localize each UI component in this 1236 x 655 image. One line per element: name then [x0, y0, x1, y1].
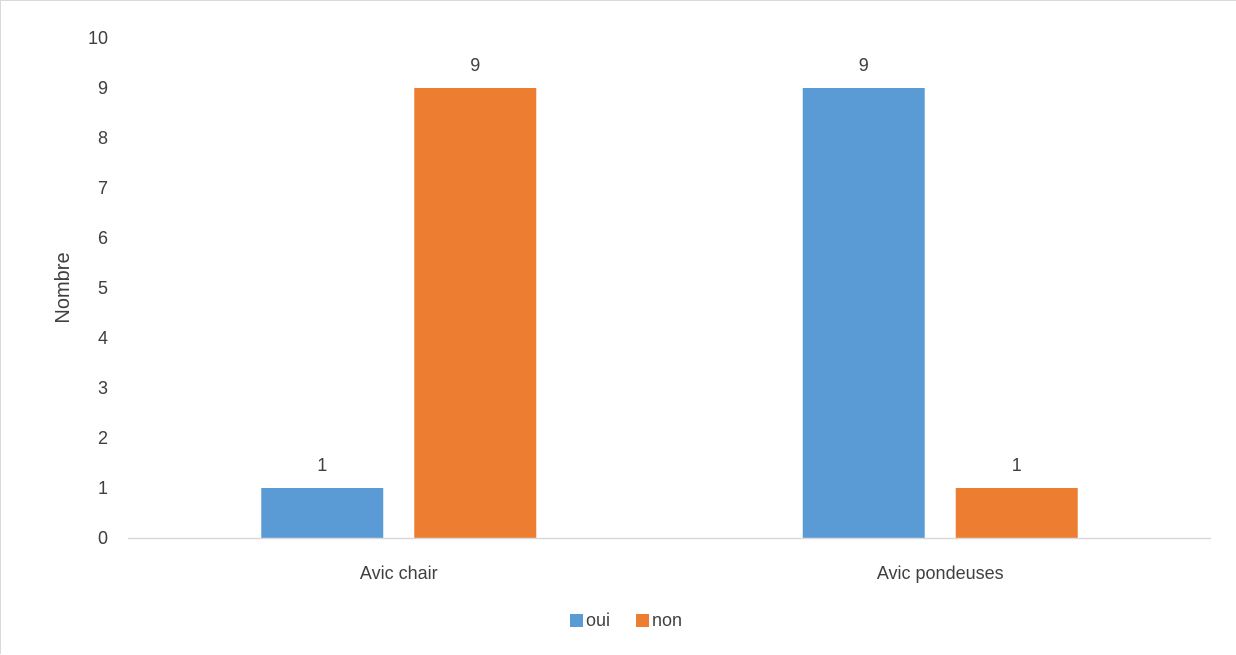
bar-non-1: [955, 488, 1078, 538]
legend: oui non: [570, 610, 682, 630]
data-label-non-1: 1: [1012, 455, 1022, 475]
legend-swatch-oui: [570, 614, 583, 627]
legend-label-non: non: [652, 610, 682, 630]
bar-oui-0: [261, 488, 384, 538]
y-tick-label: 3: [98, 378, 108, 398]
y-tick-label: 8: [98, 128, 108, 148]
y-tick-label: 9: [98, 78, 108, 98]
y-tick-label: 2: [98, 428, 108, 448]
y-tick-label: 5: [98, 278, 108, 298]
y-tick-label: 4: [98, 328, 108, 348]
legend-label-oui: oui: [586, 610, 610, 630]
bar-oui-1: [802, 88, 925, 538]
y-axis-ticks: 0 1 2 3 4 5 6 7 8 9 10: [88, 28, 108, 548]
y-tick-label: 6: [98, 228, 108, 248]
y-tick-label: 0: [98, 528, 108, 548]
x-category-label: Avic pondeuses: [877, 563, 1004, 583]
y-axis-title: Nombre: [52, 252, 74, 323]
x-axis-categories: Avic chair Avic pondeuses: [360, 563, 1004, 583]
legend-swatch-non: [636, 614, 649, 627]
data-labels: 19 91: [317, 55, 1022, 475]
y-tick-label: 7: [98, 178, 108, 198]
y-tick-label: 1: [98, 478, 108, 498]
x-category-label: Avic chair: [360, 563, 438, 583]
data-label-oui-0: 1: [317, 455, 327, 475]
data-label-non-0: 9: [470, 55, 480, 75]
data-label-oui-1: 9: [859, 55, 869, 75]
y-tick-label: 10: [88, 28, 108, 48]
bar-non-0: [414, 88, 537, 538]
bars: [261, 88, 1078, 538]
